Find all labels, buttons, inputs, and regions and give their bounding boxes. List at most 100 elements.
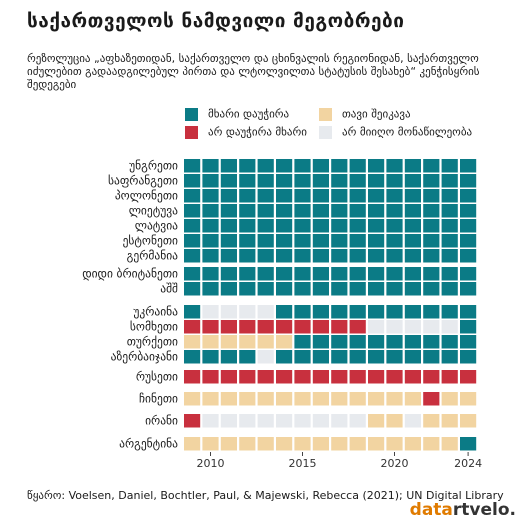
vote-cell [294, 282, 311, 296]
vote-cell [257, 305, 274, 319]
vote-cell [239, 320, 256, 334]
datartvelo-logo: datartvelo. [410, 500, 516, 520]
vote-cell [239, 437, 256, 451]
vote-cell [276, 267, 293, 281]
vote-cell [202, 219, 219, 233]
vote-cell [460, 234, 477, 248]
vote-cell [368, 437, 385, 451]
vote-cell [386, 392, 403, 406]
vote-cell [276, 320, 293, 334]
vote-cell [202, 189, 219, 203]
vote-cell [312, 219, 329, 233]
vote-cell [460, 189, 477, 203]
vote-cell [349, 267, 366, 281]
vote-cell [423, 267, 440, 281]
vote-cell [202, 204, 219, 218]
vote-cell [368, 174, 385, 188]
vote-cell [312, 249, 329, 263]
vote-cell [257, 392, 274, 406]
vote-cell [184, 437, 201, 451]
vote-cell [220, 392, 237, 406]
vote-cell [294, 320, 311, 334]
source-note: წყარო: Voelsen, Daniel, Bochtler, Paul, … [27, 489, 504, 502]
vote-cell [331, 267, 348, 281]
vote-cell [460, 335, 477, 349]
vote-cell [441, 204, 458, 218]
vote-cell [460, 320, 477, 334]
vote-cell [202, 414, 219, 428]
vote-cell [349, 370, 366, 384]
row-label: ჩინეთი [139, 392, 178, 406]
vote-cell [276, 204, 293, 218]
vote-cell [257, 249, 274, 263]
vote-cell [239, 305, 256, 319]
vote-cell [368, 414, 385, 428]
vote-cell [368, 282, 385, 296]
vote-cell [404, 204, 421, 218]
row-label: ირანი [145, 414, 178, 428]
vote-cell [220, 414, 237, 428]
vote-cell [460, 437, 477, 451]
vote-cell [404, 234, 421, 248]
vote-cell [202, 392, 219, 406]
row-label: ლატვია [135, 219, 178, 233]
vote-cell [423, 282, 440, 296]
vote-cell [239, 414, 256, 428]
vote-cell [202, 437, 219, 451]
row-label: არგენტინა [119, 437, 178, 451]
vote-cell [184, 267, 201, 281]
vote-cell [184, 392, 201, 406]
vote-cell [368, 370, 385, 384]
vote-cell [331, 370, 348, 384]
vote-cell [312, 282, 329, 296]
row-label: დიდი ბრიტანეთი [82, 267, 178, 281]
vote-cell [312, 267, 329, 281]
vote-cell [239, 189, 256, 203]
vote-cell [460, 267, 477, 281]
vote-cell [276, 370, 293, 384]
vote-cell [423, 219, 440, 233]
vote-cell [441, 370, 458, 384]
vote-cell [423, 234, 440, 248]
vote-cell [220, 219, 237, 233]
vote-cell [202, 234, 219, 248]
vote-cell [184, 174, 201, 188]
vote-cell [404, 335, 421, 349]
vote-cell [257, 282, 274, 296]
vote-cell [349, 219, 366, 233]
vote-cell [386, 204, 403, 218]
vote-cell [349, 189, 366, 203]
vote-cell [460, 305, 477, 319]
vote-cell [184, 159, 201, 173]
vote-cell [404, 189, 421, 203]
vote-cell [276, 234, 293, 248]
vote-cell [202, 305, 219, 319]
legend-item-no: არ დაუჭირა მხარი [185, 125, 307, 139]
vote-cell [184, 350, 201, 364]
vote-cell [331, 249, 348, 263]
vote-cell [368, 219, 385, 233]
vote-cell [331, 305, 348, 319]
vote-cell [386, 370, 403, 384]
logo-part-data: data [409, 500, 453, 520]
legend-label-abstain: თავი შეიკავა [342, 107, 411, 121]
vote-cell [257, 320, 274, 334]
row-label: აშშ [160, 282, 178, 296]
vote-cell [423, 392, 440, 406]
row-label: თურქეთი [127, 335, 178, 349]
vote-cell [220, 305, 237, 319]
vote-cell [386, 189, 403, 203]
vote-cell [220, 249, 237, 263]
vote-cell [239, 350, 256, 364]
vote-cell [404, 249, 421, 263]
vote-cell [368, 350, 385, 364]
vote-cell [184, 370, 201, 384]
vote-cell [184, 305, 201, 319]
row-label: რუსეთი [136, 370, 178, 384]
vote-cell [202, 335, 219, 349]
vote-cell [404, 159, 421, 173]
vote-cell [331, 437, 348, 451]
vote-cell [184, 204, 201, 218]
vote-cell [460, 282, 477, 296]
vote-cell [312, 305, 329, 319]
